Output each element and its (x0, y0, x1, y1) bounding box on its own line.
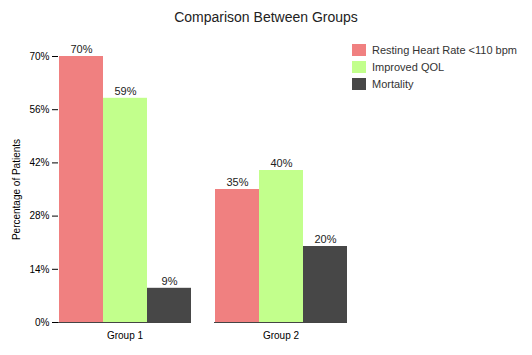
html-text:Improved QOL: Improved QOL (372, 61, 445, 73)
svg-text:0%: 0% (35, 317, 50, 328)
svg-text:59%: 59% (114, 85, 136, 97)
svg-text:Percentage of Patients: Percentage of Patients (11, 139, 22, 240)
svg-text:56%: 56% (29, 104, 49, 115)
html-text:Mortality: Mortality (372, 78, 414, 90)
html-text:Comparison Between Groups: Comparison Between Groups (174, 9, 358, 25)
svg-text:14%: 14% (29, 264, 49, 275)
svg-text:Group 1: Group 1 (107, 330, 144, 341)
svg-text:20%: 20% (314, 233, 336, 245)
svg-text:70%: 70% (70, 43, 92, 55)
svg-text:Group 2: Group 2 (263, 330, 300, 341)
svg-text:28%: 28% (29, 210, 49, 221)
svg-text:35%: 35% (226, 176, 248, 188)
svg-text:9%: 9% (162, 275, 178, 287)
svg-text:40%: 40% (270, 157, 292, 169)
svg-text:70%: 70% (29, 51, 49, 62)
svg-text:42%: 42% (29, 157, 49, 168)
html-text:Resting Heart Rate <110 bpm: Resting Heart Rate <110 bpm (372, 44, 517, 56)
